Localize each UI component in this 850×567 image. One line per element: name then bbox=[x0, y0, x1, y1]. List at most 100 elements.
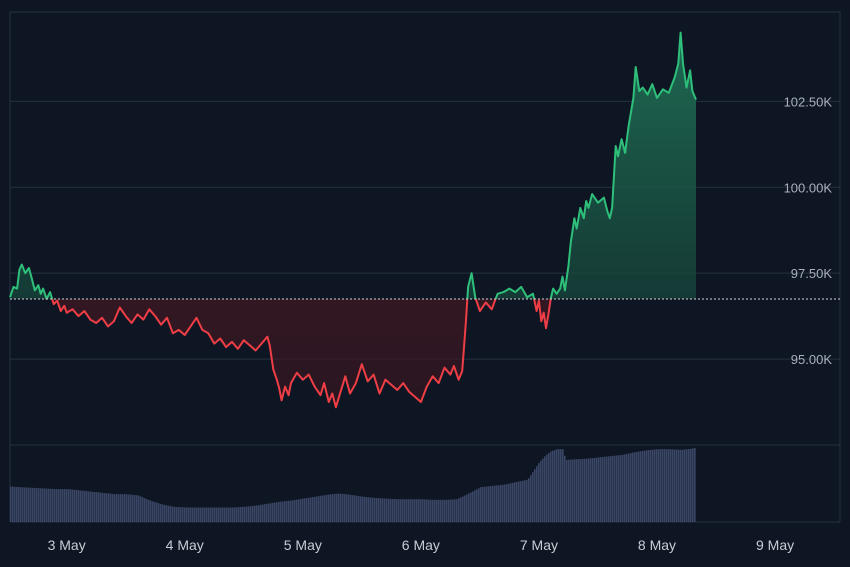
volume-bar bbox=[304, 498, 306, 522]
volume-bar bbox=[616, 455, 618, 522]
price-area bbox=[10, 32, 696, 408]
volume-bar bbox=[608, 456, 610, 522]
volume-bar bbox=[316, 496, 318, 522]
volume-bar bbox=[324, 495, 326, 522]
volume-bar bbox=[452, 499, 454, 522]
x-tick-label: 9 May bbox=[756, 537, 794, 553]
volume-bar bbox=[336, 493, 338, 522]
volume-bar bbox=[28, 487, 30, 522]
volume-bar bbox=[508, 483, 510, 522]
volume-bar bbox=[490, 486, 492, 522]
volume-bar bbox=[224, 507, 226, 522]
volume-bar bbox=[14, 486, 16, 522]
volume-bar bbox=[580, 458, 582, 522]
volume-bar bbox=[52, 488, 54, 522]
volume-bar bbox=[476, 489, 478, 522]
volume-bar bbox=[412, 499, 414, 522]
volume-bar bbox=[86, 491, 88, 522]
volume-bar bbox=[88, 491, 90, 522]
volume-bar bbox=[594, 457, 596, 522]
grid-lines bbox=[9, 11, 841, 523]
volume-bar bbox=[492, 485, 494, 522]
volume-bar bbox=[92, 491, 94, 522]
volume-bar bbox=[146, 499, 148, 522]
volume-bar bbox=[272, 502, 274, 522]
volume-bar bbox=[216, 507, 218, 522]
volume-bar bbox=[540, 460, 542, 522]
volume-bar bbox=[432, 499, 434, 522]
volume-bar bbox=[646, 450, 648, 522]
volume-bar bbox=[628, 453, 630, 522]
volume-bar bbox=[420, 499, 422, 522]
volume-bar bbox=[140, 496, 142, 522]
volume-bar bbox=[542, 458, 544, 522]
volume-bar bbox=[576, 459, 578, 522]
volume-bar bbox=[446, 499, 448, 522]
volume-bar bbox=[232, 507, 234, 522]
volume-bar bbox=[128, 494, 130, 522]
volume-bar bbox=[240, 507, 242, 522]
volume-bar bbox=[30, 487, 32, 522]
volume-bar bbox=[176, 506, 178, 522]
volume-bar bbox=[172, 506, 174, 522]
volume-bar bbox=[332, 494, 334, 522]
volume-bar bbox=[262, 504, 264, 522]
volume-bar bbox=[470, 492, 472, 522]
volume-bar bbox=[494, 485, 496, 522]
volume-bar bbox=[312, 497, 314, 522]
y-tick-label: 100.00K bbox=[784, 180, 833, 195]
volume-bar bbox=[292, 500, 294, 522]
price-area-above-baseline bbox=[10, 32, 696, 299]
volume-bar bbox=[218, 507, 220, 522]
volume-bar bbox=[612, 455, 614, 522]
volume-bar bbox=[114, 494, 116, 522]
volume-bar bbox=[338, 493, 340, 522]
volume-bar bbox=[548, 453, 550, 522]
volume-bar bbox=[250, 506, 252, 522]
volume-bar bbox=[668, 449, 670, 522]
volume-bar bbox=[364, 496, 366, 522]
volume-bar bbox=[64, 489, 66, 522]
volume-bar bbox=[600, 457, 602, 522]
volume-bar bbox=[376, 498, 378, 522]
volume-bar bbox=[36, 488, 38, 522]
volume-bar bbox=[50, 488, 52, 522]
volume-bar bbox=[290, 500, 292, 522]
volume-bar bbox=[12, 486, 14, 522]
volume-bar bbox=[676, 449, 678, 522]
volume-bar bbox=[564, 455, 566, 522]
volume-bar bbox=[620, 455, 622, 522]
volume-bar bbox=[212, 507, 214, 522]
volume-bar bbox=[34, 487, 36, 522]
volume-bar bbox=[558, 449, 560, 522]
volume-bar bbox=[410, 499, 412, 522]
volume-bar bbox=[162, 504, 164, 522]
volume-bar bbox=[326, 494, 328, 522]
volume-bar bbox=[618, 455, 620, 522]
volume-bar bbox=[208, 507, 210, 522]
volume-bar bbox=[466, 494, 468, 522]
x-axis-labels: 3 May 4 May 5 May 6 May 7 May 8 May 9 May bbox=[48, 537, 795, 553]
volume-bar bbox=[32, 487, 34, 522]
volume-bar bbox=[530, 475, 532, 522]
volume-bar bbox=[666, 449, 668, 522]
volume-bar bbox=[392, 498, 394, 522]
volume-bar bbox=[112, 493, 114, 522]
volume-bar bbox=[204, 507, 206, 522]
volume-bar bbox=[434, 499, 436, 522]
volume-bar bbox=[442, 499, 444, 522]
x-tick-label: 4 May bbox=[166, 537, 204, 553]
volume-bar bbox=[274, 502, 276, 522]
volume-bar bbox=[322, 495, 324, 522]
volume-bar bbox=[206, 507, 208, 522]
x-tick-label: 6 May bbox=[402, 537, 440, 553]
volume-bar bbox=[422, 499, 424, 522]
volume-bar bbox=[126, 494, 128, 522]
x-tick-label: 3 May bbox=[48, 537, 86, 553]
volume-bar bbox=[522, 480, 524, 522]
volume-bar bbox=[90, 491, 92, 522]
volume-bar bbox=[464, 495, 466, 522]
volume-bar bbox=[638, 451, 640, 522]
volume-bar bbox=[16, 486, 18, 522]
